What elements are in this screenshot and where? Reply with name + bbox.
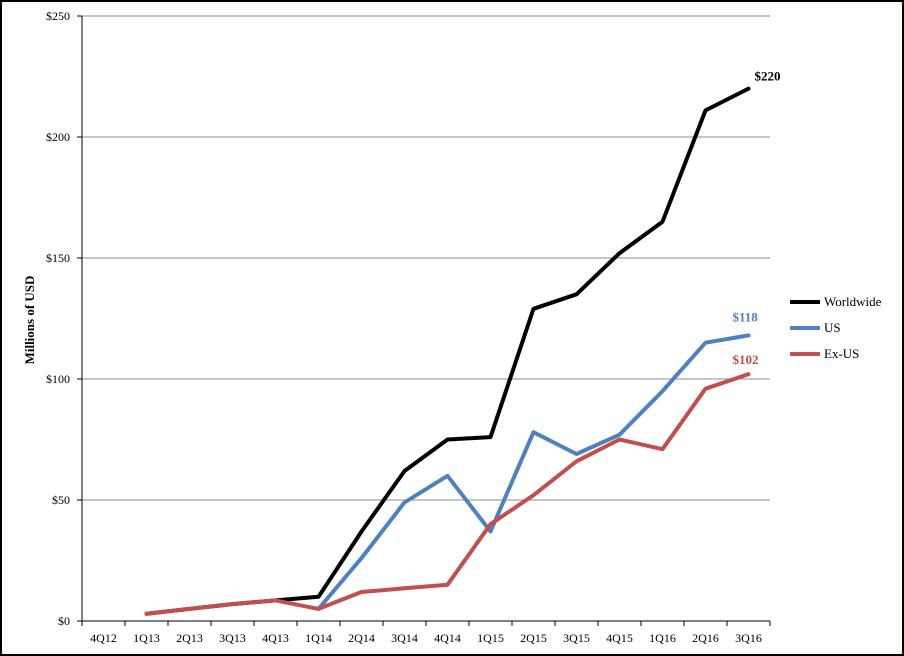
gridlines: [82, 15, 770, 501]
y-axis-label: Millions of USD: [22, 276, 37, 365]
legend: Worldwide US Ex-US: [790, 294, 882, 361]
x-tick-label: 2Q15: [520, 631, 547, 645]
end-label-us: $118: [733, 309, 759, 324]
y-tick-label: $250: [46, 9, 70, 23]
series-lines: [144, 86, 751, 616]
x-tick-label: 1Q13: [133, 631, 160, 645]
x-tick-label: 2Q14: [348, 631, 375, 645]
x-tick-label: 1Q15: [477, 631, 504, 645]
x-tick-label: 3Q14: [391, 631, 418, 645]
x-tick-label: 2Q13: [176, 631, 203, 645]
end-label-ex-us: $102: [733, 352, 759, 367]
axes: $0 $50 $100 $150 $200 $250 4Q12 1Q13 2Q13 3Q13 4Q1…: [46, 9, 771, 645]
x-tick-label: 1Q14: [305, 631, 332, 645]
x-tick-label: 1Q16: [649, 631, 676, 645]
x-tick-label: 4Q14: [434, 631, 461, 645]
x-tick-label: 3Q15: [563, 631, 590, 645]
x-tick-label: 4Q13: [262, 631, 289, 645]
legend-label: Worldwide: [824, 294, 882, 309]
end-labels: $220 $118 $102: [733, 69, 781, 368]
x-tick-label: 3Q13: [219, 631, 246, 645]
end-label-worldwide: $220: [755, 69, 781, 84]
series-line-ex-us: [144, 372, 751, 616]
y-tick-label: $100: [46, 372, 70, 386]
x-tick-label: 3Q16: [735, 631, 762, 645]
series-line-worldwide: [144, 86, 751, 616]
x-tick-label: 4Q15: [606, 631, 633, 645]
y-tick-label: $200: [46, 130, 70, 144]
series-line-us: [316, 333, 751, 611]
legend-label: US: [824, 320, 841, 335]
x-tick-label: 2Q16: [692, 631, 719, 645]
y-tick-label: $50: [52, 493, 70, 507]
y-tick-label: $0: [58, 614, 70, 628]
legend-label: Ex-US: [824, 346, 859, 361]
y-tick-label: $150: [46, 251, 70, 265]
x-tick-label: 4Q12: [90, 631, 117, 645]
